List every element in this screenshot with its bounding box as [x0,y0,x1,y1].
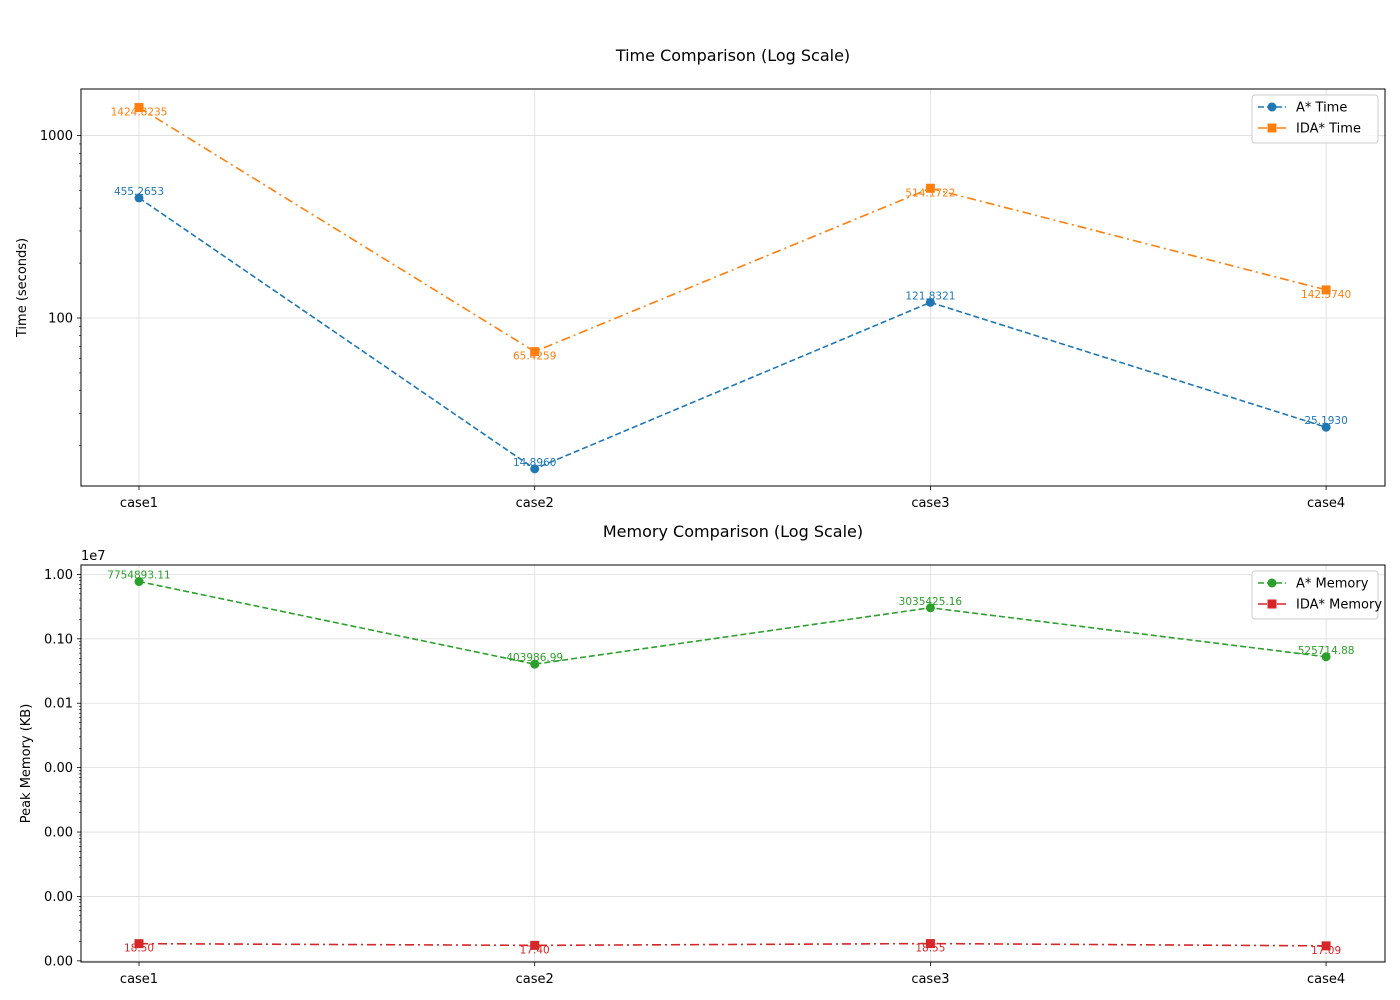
series-line [138,197,1327,470]
data-point [134,939,144,949]
series-2: 1424.8235 65.4259 514.1722 142.5740 [111,103,1351,363]
legend: A* Time IDA* Time [1251,94,1379,144]
x-tick-label: case3 [911,972,949,987]
series-1: 455.2653 14.8960 121.8321 25.1930 [114,186,1348,474]
legend-label: IDA* Memory [1296,598,1382,613]
y-tick-label: 100 [48,312,73,327]
data-label: 403986.99 [506,652,563,664]
data-point [1321,652,1331,662]
x-tick-label: case4 [1307,972,1345,987]
legend-marker [1267,599,1277,609]
data-label: 455.2653 [114,186,164,198]
data-label: 142.5740 [1301,289,1351,301]
legend-marker [1267,102,1277,112]
y-axis-label: Time (seconds) [15,238,30,338]
data-label: 18.55 [915,943,945,955]
data-label: 7754893.11 [107,570,170,582]
data-label: 3035425.16 [899,596,963,608]
y-tick-label: 0.01 [44,697,73,712]
data-label: 17.09 [1311,945,1341,957]
x-tick-label: case2 [516,972,554,987]
data-label: 525714.88 [1298,645,1355,657]
series-2: 18.50 17.40 18.55 17.09 [124,939,1341,957]
y-tick-label: 0.00 [44,826,73,841]
data-point [530,347,540,357]
series-1: 7754893.11 403986.99 3035425.16 525714.88 [107,570,1354,669]
chart-title: Time Comparison (Log Scale) [615,46,850,65]
y-axis-label: Peak Memory (KB) [19,704,34,824]
data-point [1321,422,1331,432]
data-point [925,297,935,307]
chart-panel-1: Time Comparison (Log Scale) 100 1000 case1 c… [15,46,1386,511]
legend-box [1251,570,1379,620]
data-point [530,464,540,474]
x-tick-label: case2 [516,496,554,511]
legend-label: IDA* Time [1296,122,1361,137]
data-point [925,183,935,193]
data-label: 514.1722 [905,187,955,199]
y-axis-offset-label: 1e7 [81,549,106,564]
data-point [1321,285,1331,295]
y-tick-label: 1.00 [44,568,73,583]
legend-label: A* Time [1296,101,1347,116]
legend-marker [1267,123,1277,133]
y-tick-label: 0.00 [44,890,73,905]
x-tick-label: case1 [120,496,158,511]
y-tick-label: 0.00 [44,954,73,969]
x-tick-label: case4 [1307,496,1345,511]
data-point [1321,941,1331,951]
y-tick-label: 1000 [40,129,73,144]
data-label: 65.4259 [513,351,556,363]
chart-panel-2: Memory Comparison (Log Scale) 1.00 0.10 0.0… [19,522,1386,987]
data-point [134,577,144,587]
data-label: 1424.8235 [111,107,168,119]
series-line [138,580,1327,665]
data-label: 17.40 [520,944,550,956]
data-label: 121.8321 [905,290,955,302]
legend-marker [1267,578,1277,588]
legend-label: A* Memory [1296,577,1369,592]
series-line [138,106,1327,353]
data-label: 14.8960 [513,457,556,469]
data-point [925,939,935,949]
data-point [134,103,144,113]
y-tick-label: 0.00 [44,761,73,776]
chart-title: Memory Comparison (Log Scale) [603,522,863,541]
data-label: 25.1930 [1304,415,1347,427]
x-tick-label: case1 [120,972,158,987]
plot-frame [80,88,1386,487]
data-point [925,603,935,613]
y-tick-label: 0.10 [44,632,73,647]
legend-box [1251,94,1379,144]
series-line [138,942,1327,947]
x-tick-label: case3 [911,496,949,511]
legend: A* Memory IDA* Memory [1251,570,1382,620]
data-point [530,659,540,669]
plot-frame [80,564,1386,963]
data-point [530,940,540,950]
data-label: 18.50 [124,943,154,955]
data-point [134,193,144,203]
